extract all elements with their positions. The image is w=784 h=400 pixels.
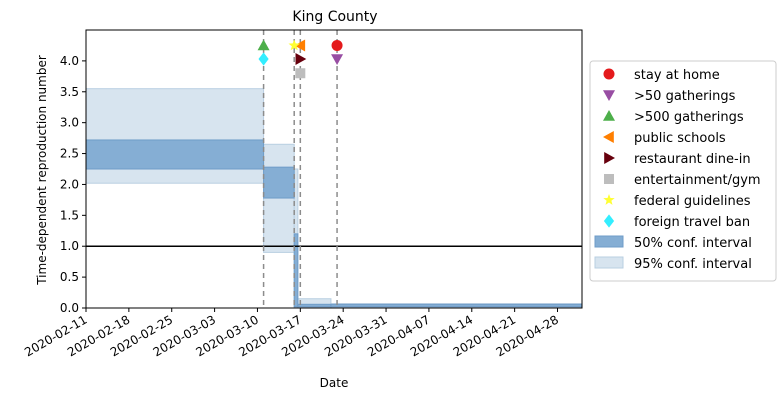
legend-marker-6 [603,194,615,205]
intervention-marker-5 [295,68,306,79]
y-tick-label-8: 4.0 [60,54,79,68]
legend-marker-3 [603,131,614,143]
ci50-band-1 [263,166,295,199]
legend-swatch-8 [594,235,624,248]
ci50-band-0 [85,139,265,170]
y-axis-label: Time-dependent reproduction number [35,55,49,286]
legend-label-9: 95% conf. interval [634,257,752,272]
y-tick-label-6: 3.0 [60,116,79,130]
legend-marker-5 [604,174,614,184]
legend-marker-0 [603,68,615,80]
ci50-band-4 [330,303,583,308]
intervention-marker-3 [294,39,306,52]
x-axis-label: Date [320,376,349,390]
intervention-marker-4 [295,53,307,66]
legend-marker-7 [603,214,615,228]
legend-box [589,60,777,282]
intervention-marker-0 [331,39,343,51]
legend-label-8: 50% conf. interval [634,236,752,251]
y-tick-label-5: 2.5 [60,147,79,161]
axes-frame [85,29,583,309]
y-tick-label-7: 3.5 [60,85,79,99]
plot-area: 0.00.51.01.52.02.53.03.54.02020-02-11202… [22,29,583,359]
legend-marker-2 [603,110,615,121]
ci50-band-3 [297,303,332,308]
legend-label-3: public schools [634,131,726,146]
legend-marker-1 [603,90,615,101]
legend-label-5: entertainment/gym [634,173,761,188]
legend-label-6: federal guidelines [634,194,751,209]
intervention-marker-1 [331,54,344,66]
intervention-marker-2 [257,39,270,51]
ci50-band-2 [293,233,299,308]
y-tick-label-4: 2.0 [60,177,79,191]
legend-swatch-9 [594,256,624,269]
chart-title: King County [292,9,377,25]
legend: stay at home >50 gatherings >500 gathering… [589,60,777,282]
intervention-marker-6 [288,39,300,51]
legend-label-7: foreign travel ban [634,215,750,230]
y-tick-label-1: 0.5 [60,270,79,284]
legend-label-1: >50 gatherings [634,89,736,104]
legend-label-2: >500 gatherings [634,110,744,125]
y-tick-label-2: 1.0 [60,239,79,253]
intervention-marker-7 [258,52,269,66]
legend-label-0: stay at home [634,68,720,83]
legend-marker-4 [604,152,615,164]
y-tick-label-3: 1.5 [60,208,79,222]
y-tick-label-0: 0.0 [60,301,79,315]
legend-label-4: restaurant dine-in [634,152,751,167]
